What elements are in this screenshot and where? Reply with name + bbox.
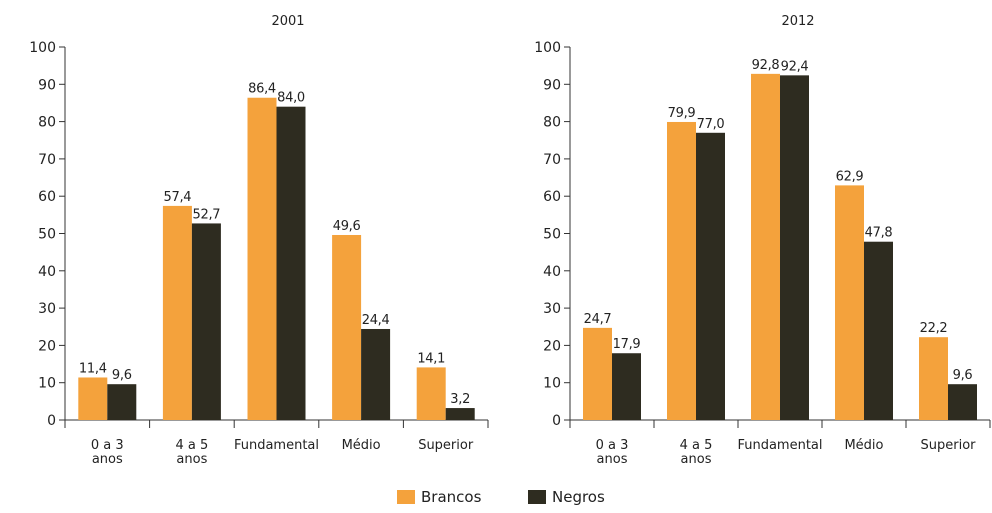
data-label-negros-superior: 3,2 [450, 392, 470, 407]
y-tick-label: 0 [552, 413, 561, 429]
data-label-brancos-fundamental: 86,4 [248, 82, 276, 97]
x-category-label-fundamental: Fundamental [737, 438, 822, 453]
x-category-label-medio: Médio [844, 438, 883, 453]
data-label-negros-superior: 9,6 [953, 368, 973, 383]
legend-label-brancos: Brancos [421, 488, 482, 506]
x-category-label-0-a-3-anos: 0 a 3 anos [596, 438, 629, 467]
data-label-negros-medio: 24,4 [362, 313, 390, 328]
chart-panel-2001: 2001 0 10 20 30 40 50 60 70 80 90 100 0 a 3 anos 11,4 9… [29, 14, 489, 467]
bar-negros-medio [361, 328, 391, 420]
bar-brancos-fundamental [751, 73, 780, 420]
chart-panel-2012: 2012 0 10 20 30 40 50 60 70 80 90 100 0 a 3 anos 24,71… [534, 14, 991, 467]
y-tick-label: 10 [543, 376, 561, 392]
y-tick-label: 70 [543, 152, 561, 168]
y-tick-label: 80 [543, 115, 561, 131]
data-label-negros-0-a-3-anos: 9,6 [112, 368, 132, 383]
bar-brancos-4-a-5-anos [667, 121, 696, 421]
bar-brancos-0-a-3-anos [78, 377, 108, 420]
bar-negros-4-a-5-anos [696, 132, 725, 421]
legend-label-negros: Negros [552, 488, 605, 506]
y-tick-label: 80 [38, 115, 56, 131]
bar-negros-fundamental [276, 106, 306, 421]
y-tick-label: 60 [38, 189, 56, 205]
data-label-negros-4-a-5-anos: 52,7 [193, 207, 221, 222]
y-tick-label: 30 [543, 301, 561, 317]
data-label-negros-fundamental: 84,0 [277, 91, 305, 106]
bar-brancos-superior [919, 337, 948, 420]
bar-brancos-0-a-3-anos [583, 327, 612, 420]
y-tick-label: 50 [38, 227, 56, 243]
data-label-brancos-superior: 14,1 [417, 351, 445, 366]
data-label-negros-4-a-5-anos: 77,0 [697, 117, 725, 132]
y-tick-label: 40 [543, 264, 561, 280]
x-category-label-fundamental: Fundamental [234, 438, 319, 453]
legend: Brancos Negros [397, 488, 605, 506]
y-tick-label: 90 [543, 77, 561, 93]
y-tick-label: 90 [38, 77, 56, 93]
bar-brancos-superior [416, 367, 446, 420]
bar-negros-4-a-5-anos [191, 223, 221, 420]
data-label-brancos-medio: 62,9 [836, 169, 864, 184]
data-label-negros-fundamental: 92,4 [781, 59, 809, 74]
chart-title: 2001 [271, 14, 304, 29]
bar-negros-medio [864, 241, 893, 420]
bar-negros-fundamental [780, 75, 809, 421]
bar-brancos-fundamental [247, 97, 277, 420]
data-label-brancos-4-a-5-anos: 57,4 [164, 190, 192, 205]
legend-swatch-negros [528, 490, 546, 504]
data-label-brancos-4-a-5-anos: 79,9 [668, 106, 696, 121]
y-tick-label: 20 [543, 338, 561, 354]
x-category-label-medio: Médio [342, 438, 381, 453]
bar-brancos-4-a-5-anos [162, 205, 192, 420]
bar-negros-superior [445, 408, 475, 420]
data-label-negros-0-a-3-anos: 17,9 [613, 337, 641, 352]
data-label-brancos-fundamental: 92,8 [752, 58, 780, 73]
data-label-negros-medio: 47,8 [865, 226, 893, 241]
x-category-label-4-a-5-anos: 4 a 5 anos [176, 438, 209, 467]
legend-swatch-brancos [397, 490, 415, 504]
y-tick-label: 20 [38, 338, 56, 354]
data-label-brancos-0-a-3-anos: 11,4 [79, 361, 107, 376]
y-tick-label: 30 [38, 301, 56, 317]
data-label-brancos-medio: 49,6 [333, 219, 361, 234]
x-category-label-superior: Superior [418, 438, 474, 453]
chart-title: 2012 [781, 14, 814, 29]
bar-negros-0-a-3-anos [612, 353, 641, 420]
y-tick-label: 50 [543, 227, 561, 243]
y-tick-label: 70 [38, 152, 56, 168]
y-tick-label: 100 [29, 40, 56, 56]
bar-negros-0-a-3-anos [107, 384, 137, 420]
y-tick-label: 10 [38, 376, 56, 392]
y-tick-label: 40 [38, 264, 56, 280]
bar-negros-superior [948, 384, 977, 420]
x-category-label-4-a-5-anos: 4 a 5 anos [680, 438, 713, 467]
bar-brancos-medio [332, 234, 362, 420]
y-tick-label: 100 [534, 40, 561, 56]
data-label-brancos-0-a-3-anos: 24,7 [584, 312, 612, 327]
x-category-label-superior: Superior [921, 438, 977, 453]
y-tick-label: 0 [47, 413, 56, 429]
data-label-brancos-superior: 22,2 [920, 321, 948, 336]
y-tick-label: 60 [543, 189, 561, 205]
x-category-label-0-a-3-anos: 0 a 3 anos [91, 438, 124, 467]
bar-brancos-medio [835, 185, 864, 420]
